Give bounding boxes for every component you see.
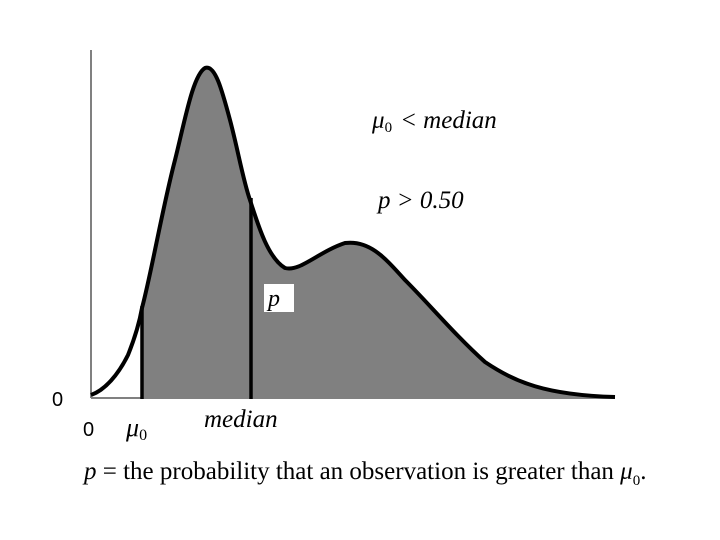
p-label-box (264, 284, 294, 312)
x-axis-zero-label: 0 (83, 419, 94, 441)
caption-mu-symbol: μ (620, 458, 633, 485)
density-curve (90, 65, 616, 399)
mu0-symbol: μ (125, 413, 139, 442)
caption-p: p (84, 458, 97, 485)
annotation-mu0-less-median: μ0 < median (371, 107, 497, 136)
p-label: p (266, 286, 280, 312)
annotation-mu-symbol: μ (371, 107, 385, 134)
annotation-p-greater-half: p > 0.50 (376, 187, 464, 214)
caption: p = the probability that an observation … (84, 456, 684, 497)
shaded-area-above-mu0 (142, 67, 615, 398)
annotation-rest: < median (400, 107, 497, 134)
caption-end: . (640, 458, 647, 485)
mu0-subscript: 0 (139, 427, 147, 444)
annotation-mu-subscript: 0 (385, 120, 393, 136)
median-tick-label: median (204, 406, 278, 433)
caption-mu-subscript: 0 (632, 473, 641, 489)
mu0-tick-label: μ0 (125, 413, 147, 444)
y-axis-zero-label: 0 (52, 389, 63, 411)
caption-text: = the probability that an observation is… (96, 458, 621, 485)
